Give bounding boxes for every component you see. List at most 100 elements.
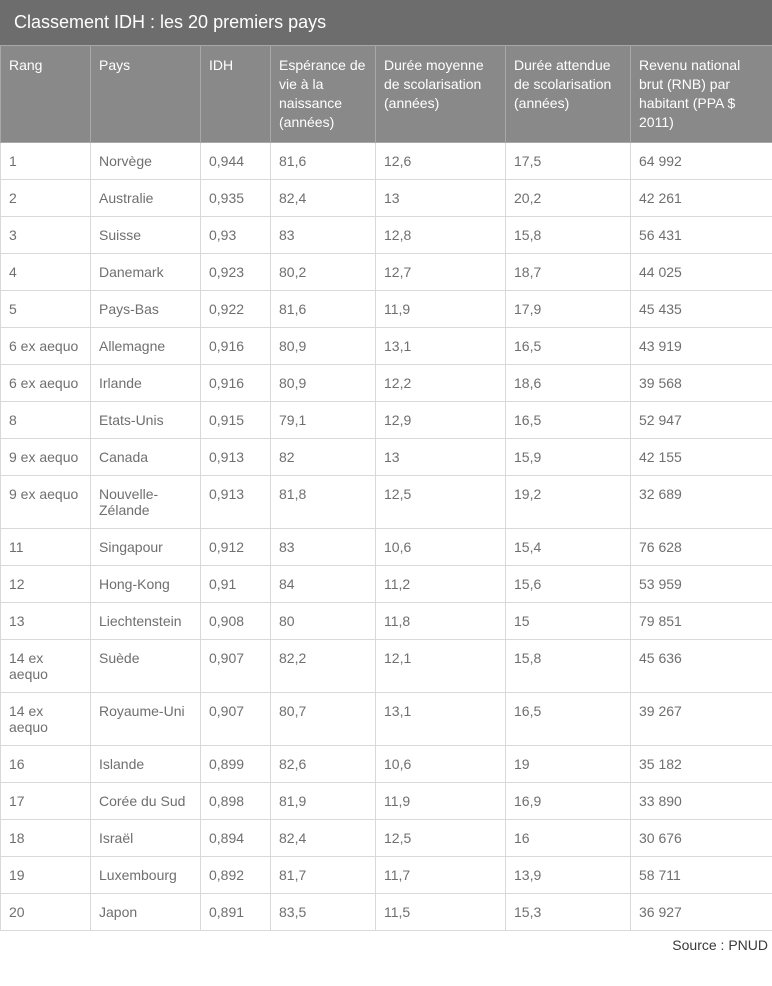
table-row: 9 ex aequoCanada0,913821315,942 155 — [1, 438, 772, 475]
cell-das: 15,4 — [506, 528, 631, 565]
cell-rnb: 53 959 — [631, 565, 772, 602]
cell-rank: 8 — [1, 401, 91, 438]
cell-pays: Singapour — [91, 528, 201, 565]
cell-idh: 0,894 — [201, 819, 271, 856]
cell-das: 16,5 — [506, 692, 631, 745]
col-header-rnb: Revenu national brut (RNB) par habitant … — [631, 46, 772, 143]
cell-esp: 81,6 — [271, 142, 376, 179]
table-title: Classement IDH : les 20 premiers pays — [0, 0, 772, 45]
cell-rank: 2 — [1, 179, 91, 216]
cell-rank: 11 — [1, 528, 91, 565]
cell-das: 16,9 — [506, 782, 631, 819]
cell-rnb: 43 919 — [631, 327, 772, 364]
cell-pays: Corée du Sud — [91, 782, 201, 819]
cell-dms: 11,7 — [376, 856, 506, 893]
cell-das: 16 — [506, 819, 631, 856]
table-body: 1Norvège0,94481,612,617,564 9922Australi… — [1, 142, 772, 930]
cell-dms: 12,9 — [376, 401, 506, 438]
cell-idh: 0,944 — [201, 142, 271, 179]
cell-das: 17,9 — [506, 290, 631, 327]
table-row: 20Japon0,89183,511,515,336 927 — [1, 893, 772, 930]
col-header-pays: Pays — [91, 46, 201, 143]
cell-idh: 0,899 — [201, 745, 271, 782]
cell-dms: 11,9 — [376, 290, 506, 327]
cell-idh: 0,913 — [201, 475, 271, 528]
cell-pays: Australie — [91, 179, 201, 216]
cell-pays: Allemagne — [91, 327, 201, 364]
cell-pays: Hong-Kong — [91, 565, 201, 602]
table-row: 12Hong-Kong0,918411,215,653 959 — [1, 565, 772, 602]
cell-idh: 0,922 — [201, 290, 271, 327]
cell-rnb: 58 711 — [631, 856, 772, 893]
cell-rnb: 42 261 — [631, 179, 772, 216]
cell-das: 15,8 — [506, 639, 631, 692]
col-header-dms: Durée moyenne de scolarisation (années) — [376, 46, 506, 143]
cell-pays: Etats-Unis — [91, 401, 201, 438]
cell-rnb: 44 025 — [631, 253, 772, 290]
table-row: 13Liechtenstein0,9088011,81579 851 — [1, 602, 772, 639]
cell-esp: 80,9 — [271, 327, 376, 364]
cell-rnb: 42 155 — [631, 438, 772, 475]
cell-pays: Suisse — [91, 216, 201, 253]
cell-das: 15,6 — [506, 565, 631, 602]
cell-dms: 13 — [376, 179, 506, 216]
cell-esp: 82,2 — [271, 639, 376, 692]
cell-rnb: 52 947 — [631, 401, 772, 438]
table-row: 5Pays-Bas0,92281,611,917,945 435 — [1, 290, 772, 327]
cell-pays: Japon — [91, 893, 201, 930]
cell-rank: 3 — [1, 216, 91, 253]
cell-rank: 20 — [1, 893, 91, 930]
table-row: 14 ex aequoRoyaume-Uni0,90780,713,116,53… — [1, 692, 772, 745]
cell-rnb: 39 267 — [631, 692, 772, 745]
table-row: 3Suisse0,938312,815,856 431 — [1, 216, 772, 253]
col-header-das: Durée attendue de scolarisation (années) — [506, 46, 631, 143]
cell-dms: 12,7 — [376, 253, 506, 290]
table-row: 4Danemark0,92380,212,718,744 025 — [1, 253, 772, 290]
cell-rnb: 45 435 — [631, 290, 772, 327]
cell-esp: 80,7 — [271, 692, 376, 745]
cell-esp: 81,7 — [271, 856, 376, 893]
cell-esp: 81,8 — [271, 475, 376, 528]
cell-idh: 0,913 — [201, 438, 271, 475]
cell-idh: 0,907 — [201, 639, 271, 692]
cell-esp: 84 — [271, 565, 376, 602]
cell-esp: 81,6 — [271, 290, 376, 327]
cell-pays: Liechtenstein — [91, 602, 201, 639]
cell-das: 18,7 — [506, 253, 631, 290]
cell-esp: 82,4 — [271, 819, 376, 856]
cell-esp: 83 — [271, 528, 376, 565]
cell-das: 16,5 — [506, 327, 631, 364]
idh-table: Rang Pays IDH Espérance de vie à la nais… — [0, 45, 772, 931]
cell-dms: 12,6 — [376, 142, 506, 179]
col-header-rank: Rang — [1, 46, 91, 143]
cell-dms: 10,6 — [376, 528, 506, 565]
cell-idh: 0,898 — [201, 782, 271, 819]
table-row: 1Norvège0,94481,612,617,564 992 — [1, 142, 772, 179]
table-row: 14 ex aequoSuède0,90782,212,115,845 636 — [1, 639, 772, 692]
cell-pays: Luxembourg — [91, 856, 201, 893]
cell-dms: 13,1 — [376, 692, 506, 745]
cell-dms: 12,5 — [376, 819, 506, 856]
cell-das: 18,6 — [506, 364, 631, 401]
cell-rnb: 45 636 — [631, 639, 772, 692]
cell-idh: 0,923 — [201, 253, 271, 290]
cell-das: 15,9 — [506, 438, 631, 475]
cell-rank: 14 ex aequo — [1, 692, 91, 745]
cell-das: 16,5 — [506, 401, 631, 438]
cell-esp: 80,2 — [271, 253, 376, 290]
cell-esp: 82,6 — [271, 745, 376, 782]
cell-rank: 9 ex aequo — [1, 475, 91, 528]
cell-rank: 6 ex aequo — [1, 364, 91, 401]
cell-rank: 16 — [1, 745, 91, 782]
cell-pays: Norvège — [91, 142, 201, 179]
cell-esp: 83,5 — [271, 893, 376, 930]
cell-pays: Irlande — [91, 364, 201, 401]
cell-dms: 11,2 — [376, 565, 506, 602]
table-row: 9 ex aequoNouvelle-Zélande0,91381,812,51… — [1, 475, 772, 528]
cell-rank: 6 ex aequo — [1, 327, 91, 364]
cell-rnb: 39 568 — [631, 364, 772, 401]
cell-esp: 80 — [271, 602, 376, 639]
cell-esp: 82 — [271, 438, 376, 475]
cell-rnb: 32 689 — [631, 475, 772, 528]
table-row: 6 ex aequoIrlande0,91680,912,218,639 568 — [1, 364, 772, 401]
